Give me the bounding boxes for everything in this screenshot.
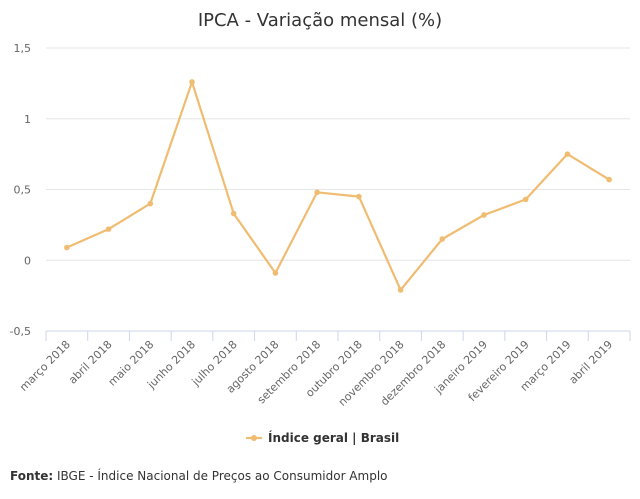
- data-point[interactable]: [272, 270, 279, 276]
- data-point[interactable]: [522, 196, 529, 203]
- data-point[interactable]: [439, 236, 446, 242]
- data-point[interactable]: [481, 212, 487, 218]
- source-note: Fonte: IBGE - Índice Nacional de Preços …: [10, 469, 388, 483]
- data-point[interactable]: [314, 189, 320, 196]
- legend[interactable]: Índice geral | Brasil: [246, 430, 399, 445]
- x-tick-label: março 2018: [17, 338, 73, 394]
- data-point[interactable]: [230, 210, 237, 217]
- source-text: IBGE - Índice Nacional de Preços ao Cons…: [53, 469, 388, 483]
- series-line: [65, 80, 611, 292]
- chart-title: IPCA - Variação mensal (%): [198, 10, 442, 31]
- y-tick-label: 1: [24, 113, 31, 126]
- y-axis: -0,5 0 0,5 1 1,5: [10, 42, 31, 338]
- data-point[interactable]: [606, 176, 612, 183]
- series-layer: [64, 79, 612, 293]
- data-point[interactable]: [189, 79, 195, 85]
- data-point[interactable]: [105, 226, 112, 232]
- data-point[interactable]: [147, 200, 154, 207]
- source-label: Fonte:: [10, 469, 54, 483]
- x-tick-label: abril 2019: [567, 338, 616, 387]
- line-chart: IPCA - Variação mensal (%) -0,500,511,5 …: [10, 10, 631, 445]
- y-tick-label: 0: [24, 254, 31, 267]
- legend-label[interactable]: Índice geral | Brasil: [268, 430, 399, 445]
- grid-lines: [46, 47, 630, 261]
- data-point[interactable]: [564, 151, 571, 157]
- y-tick-label: 1,5: [14, 42, 32, 55]
- data-point[interactable]: [397, 287, 404, 293]
- y-tick-label: 0,5: [14, 184, 32, 197]
- data-point[interactable]: [64, 244, 70, 251]
- legend-swatch-marker: [251, 435, 257, 441]
- data-point[interactable]: [356, 193, 362, 200]
- y-tick-label: -0,5: [10, 325, 31, 338]
